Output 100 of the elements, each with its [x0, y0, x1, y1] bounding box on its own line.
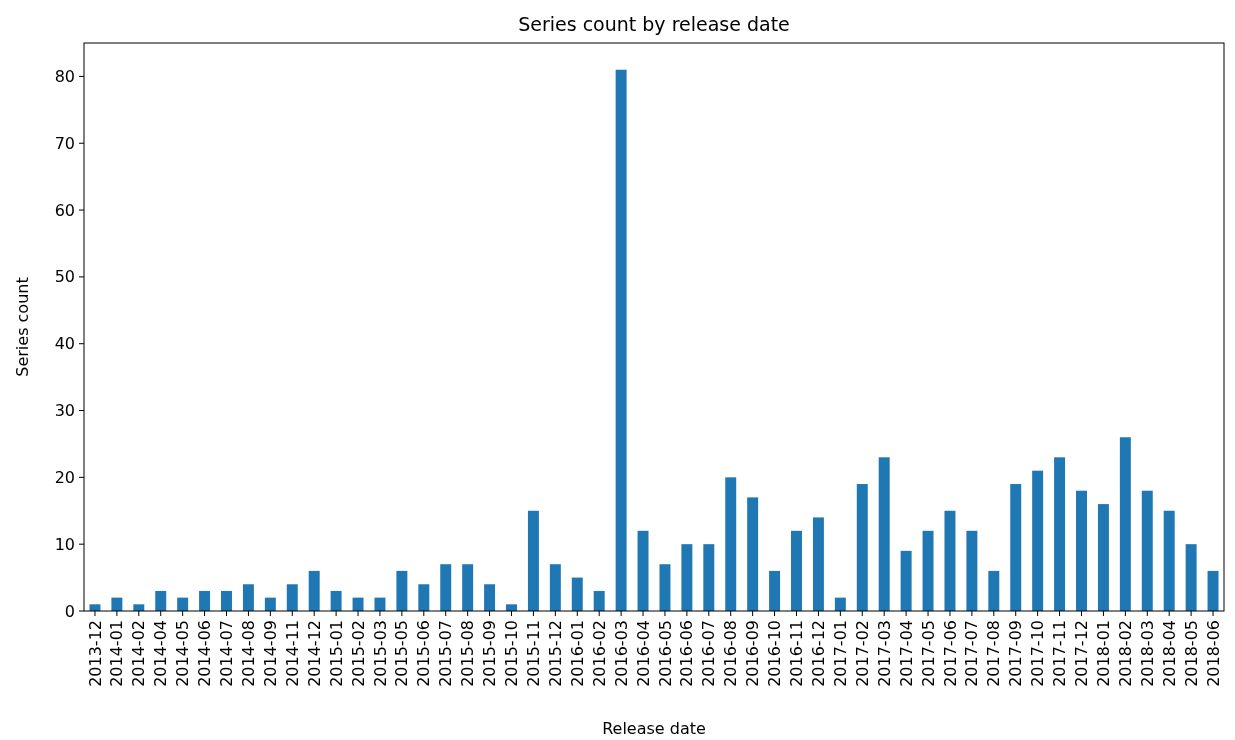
- x-tick-label: 2017-12: [1072, 620, 1092, 687]
- x-tick-label: 2017-03: [874, 620, 894, 687]
- bar: [593, 590, 605, 611]
- bar: [418, 584, 430, 611]
- x-tick-label: 2016-07: [699, 620, 719, 687]
- bar: [177, 597, 189, 611]
- x-tick-label: 2014-08: [239, 620, 259, 687]
- x-tick-label: 2016-02: [589, 620, 609, 687]
- bar: [308, 570, 320, 611]
- bar: [1076, 490, 1087, 611]
- bar: [286, 584, 298, 611]
- x-tick-label: 2017-09: [1006, 620, 1026, 687]
- bar: [856, 484, 868, 611]
- bar: [703, 544, 715, 611]
- x-tick-label: 2014-04: [151, 620, 171, 687]
- bar: [944, 510, 956, 611]
- bar: [988, 570, 1000, 611]
- x-tick-label: 2015-03: [370, 620, 390, 687]
- y-tick-label: 30: [54, 401, 75, 421]
- y-tick-label: 60: [54, 200, 75, 220]
- bar: [791, 530, 802, 611]
- x-tick-label: 2017-08: [984, 620, 1004, 687]
- bar: [330, 590, 342, 611]
- y-tick-label: 0: [64, 601, 75, 621]
- x-tick-label: 2016-08: [721, 620, 741, 687]
- x-axis-title: Release date: [602, 719, 706, 738]
- bar: [199, 590, 211, 611]
- x-tick-label: 2015-10: [502, 620, 522, 687]
- bar: [352, 597, 364, 611]
- bar: [1032, 470, 1044, 611]
- bar: [615, 69, 627, 611]
- x-tick-label: 2014-11: [282, 620, 302, 687]
- bar: [155, 590, 167, 611]
- x-tick-label: 2016-11: [787, 620, 807, 687]
- y-tick-label: 20: [54, 467, 75, 487]
- x-tick-label: 2016-12: [809, 620, 829, 687]
- bar: [747, 497, 759, 611]
- bar: [878, 457, 890, 611]
- x-tick-label: 2018-05: [1181, 620, 1201, 687]
- bar: [834, 597, 846, 611]
- x-tick-label: 2017-02: [852, 620, 872, 687]
- x-tick-label: 2017-10: [1028, 620, 1048, 687]
- bar: [527, 510, 539, 611]
- bar: [133, 604, 145, 611]
- x-tick-label: 2017-01: [830, 620, 850, 687]
- bar: [1054, 457, 1066, 611]
- x-tick-label: 2014-02: [129, 620, 149, 687]
- x-tick-label: 2015-09: [480, 620, 500, 687]
- bar: [659, 564, 671, 611]
- bar: [89, 604, 101, 611]
- bar: [681, 544, 693, 611]
- y-tick-label: 80: [54, 67, 75, 87]
- x-tick-label: 2017-07: [962, 620, 982, 687]
- x-tick-label: 2017-05: [918, 620, 938, 687]
- bar: [1185, 544, 1197, 611]
- bar: [374, 597, 386, 611]
- bar: [571, 577, 583, 611]
- x-tick-label: 2018-02: [1115, 620, 1135, 687]
- x-tick-label: 2014-06: [195, 620, 215, 687]
- bar: [462, 564, 474, 611]
- x-tick-label: 2018-06: [1203, 620, 1223, 687]
- bar: [221, 590, 232, 611]
- x-tick-label: 2017-04: [896, 620, 916, 687]
- x-tick-label: 2016-01: [567, 620, 587, 687]
- bar: [506, 604, 517, 611]
- x-tick-label: 2017-11: [1050, 620, 1070, 687]
- bar: [1010, 484, 1022, 611]
- bar: [900, 550, 912, 611]
- x-tick-label: 2018-04: [1159, 620, 1179, 687]
- x-tick-label: 2017-06: [940, 620, 960, 687]
- x-tick-label: 2014-07: [217, 620, 237, 687]
- x-tick-label: 2013-12: [85, 620, 105, 687]
- y-tick-label: 70: [54, 133, 75, 153]
- y-axis-title: Series count: [13, 277, 32, 377]
- bar: [922, 530, 934, 611]
- x-tick-label: 2015-08: [458, 620, 478, 687]
- x-tick-label: 2015-01: [326, 620, 346, 687]
- chart-title: Series count by release date: [518, 13, 790, 35]
- bar: [637, 530, 649, 611]
- x-tick-label: 2016-10: [765, 620, 785, 687]
- x-tick-label: 2015-02: [348, 620, 368, 687]
- x-tick-label: 2014-09: [260, 620, 280, 687]
- bar: [396, 570, 408, 611]
- x-tick-label: 2018-03: [1137, 620, 1157, 687]
- x-tick-label: 2014-01: [107, 620, 127, 687]
- bar: [1119, 437, 1131, 611]
- x-tick-label: 2015-11: [524, 620, 544, 687]
- bar: [1207, 570, 1219, 611]
- bar: [549, 564, 561, 611]
- x-tick-label: 2016-05: [655, 620, 675, 687]
- bar: [1097, 504, 1109, 611]
- bar: [966, 530, 978, 611]
- x-tick-label: 2014-05: [173, 620, 193, 687]
- y-tick-label: 50: [54, 267, 75, 287]
- y-tick-label: 10: [54, 534, 75, 554]
- x-tick-label: 2015-06: [414, 620, 434, 687]
- bar: [242, 584, 254, 611]
- bar: [1141, 490, 1153, 611]
- bar: [440, 564, 452, 611]
- x-tick-label: 2015-05: [392, 620, 412, 687]
